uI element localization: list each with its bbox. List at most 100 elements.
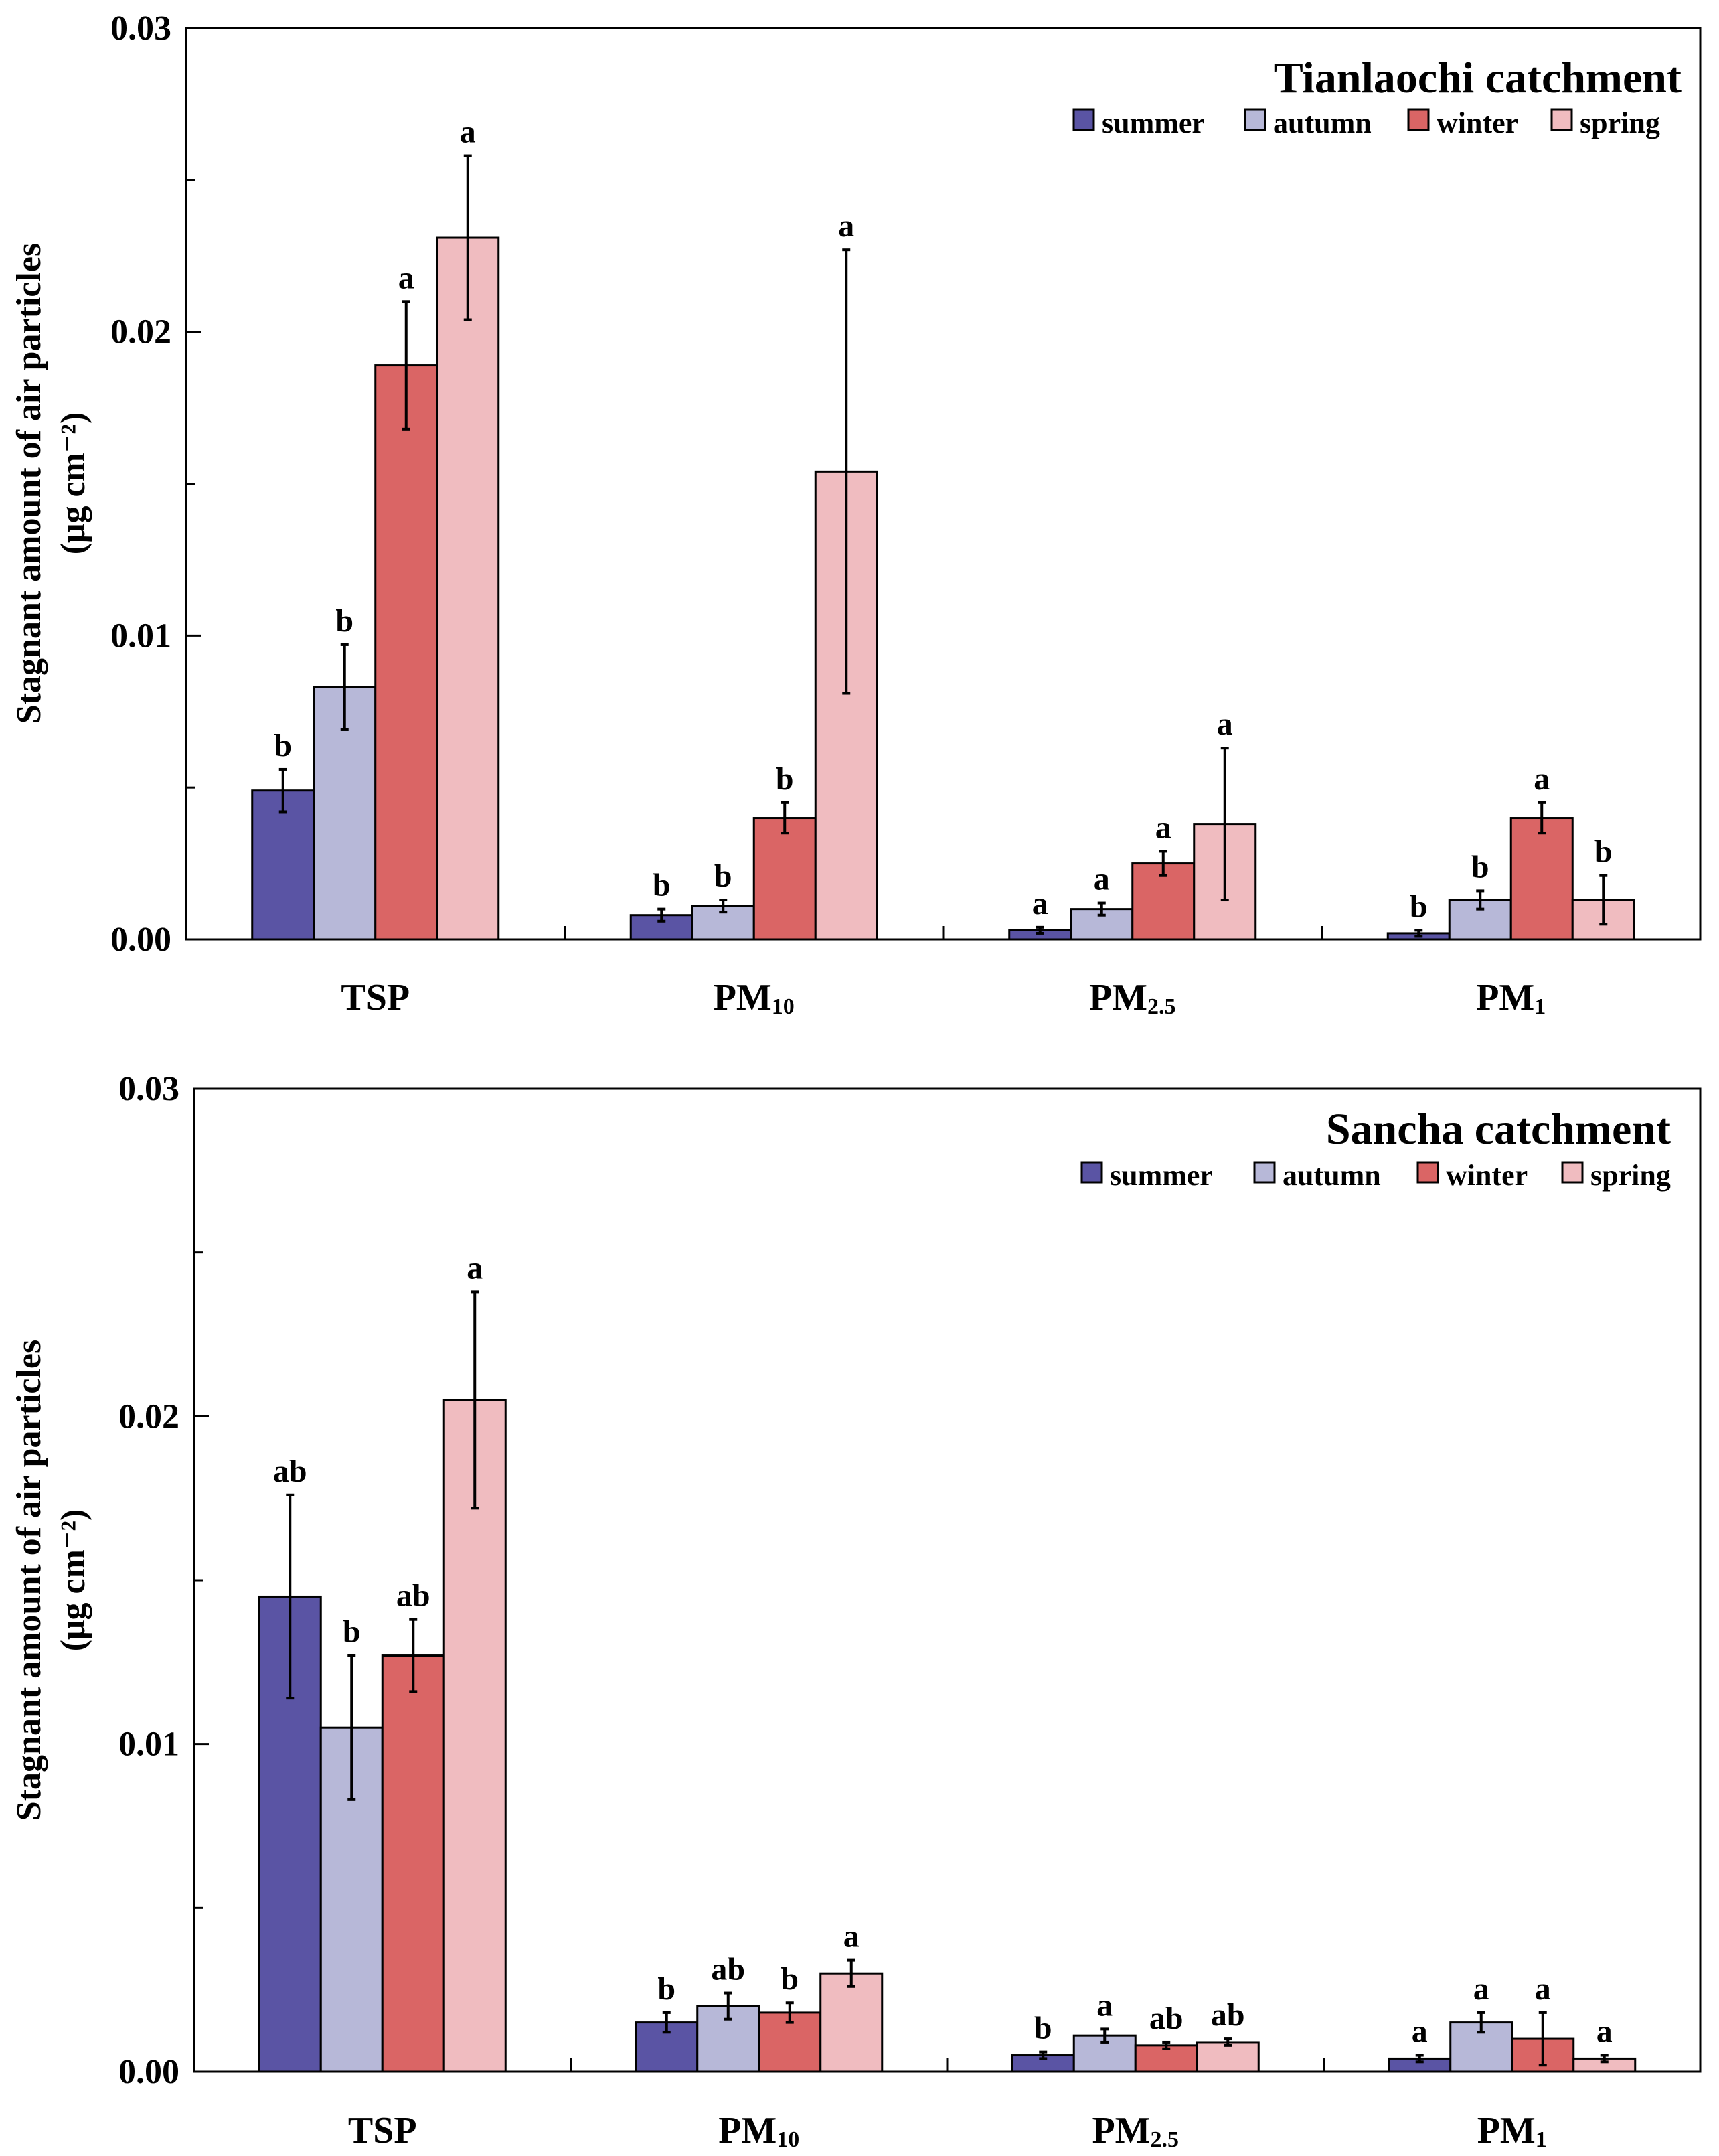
x-category-main: PM xyxy=(1476,977,1534,1018)
significance-letter: ab xyxy=(711,1952,745,1987)
x-category-main: TSP xyxy=(341,977,410,1018)
y-tick-label: 0.03 xyxy=(118,1070,179,1108)
legend-label-winter: winter xyxy=(1437,106,1518,139)
legend-swatch-winter xyxy=(1416,1161,1439,1184)
y-tick-label: 0.02 xyxy=(110,313,171,352)
significance-letter: ab xyxy=(1211,1997,1245,2033)
legend-label-summer: summer xyxy=(1102,106,1205,139)
significance-letter: a xyxy=(398,260,414,295)
bar-spring xyxy=(436,236,500,941)
x-category-label: PM2.5 xyxy=(1089,977,1176,1019)
significance-letter: a xyxy=(1535,1971,1551,2007)
significance-letter: b xyxy=(274,728,292,763)
bar-summer xyxy=(635,2021,699,2073)
significance-letter: a xyxy=(838,208,854,244)
panel-tianlaochi: 0.00 0.01 0.02 0.03 Stagnant amount of air p… xyxy=(10,9,1702,1019)
significance-letter: ab xyxy=(396,1578,430,1614)
y-axis-label-line1: Stagnant amount of air particles xyxy=(10,1340,48,1821)
significance-letter: a xyxy=(1155,810,1171,845)
y-tick-label: 0.03 xyxy=(110,9,171,48)
significance-letter: b xyxy=(343,1614,361,1650)
x-category-label: PM1 xyxy=(1477,2110,1547,2152)
legend-swatch-spring xyxy=(1550,108,1573,131)
significance-letter: b xyxy=(1594,834,1613,870)
y-axis-label-line1: Stagnant amount of air particles xyxy=(10,243,48,724)
x-category-subscript: 1 xyxy=(1536,2127,1547,2152)
x-category-subscript: 10 xyxy=(772,994,795,1019)
y-axis-label-line2: (μg cm⁻²) xyxy=(54,1509,92,1652)
bar-winter xyxy=(752,817,817,941)
x-category-main: PM xyxy=(714,977,772,1018)
legend-swatch-summer xyxy=(1080,1161,1103,1184)
y-tick-label: 0.02 xyxy=(118,1397,179,1436)
significance-letter: a xyxy=(843,1919,860,1954)
significance-letter: b xyxy=(1034,2011,1052,2046)
x-category-main: PM xyxy=(1092,2110,1150,2151)
x-category-subscript: 10 xyxy=(776,2127,799,2152)
significance-letter: b xyxy=(776,761,794,797)
x-category-subscript: 2.5 xyxy=(1147,994,1176,1019)
x-category-main: PM xyxy=(718,2110,776,2151)
significance-letter: b xyxy=(714,858,732,894)
bar-winter xyxy=(1509,817,1574,941)
x-category-label: PM10 xyxy=(714,977,795,1019)
significance-letter: a xyxy=(460,114,476,150)
x-category-label: PM10 xyxy=(718,2110,799,2152)
bar-summer xyxy=(251,789,315,941)
significance-letter: a xyxy=(1597,2014,1613,2050)
significance-letter: b xyxy=(1410,889,1428,924)
significance-letter: a xyxy=(1096,1987,1113,2023)
panel-title: Sancha catchment xyxy=(1326,1105,1671,1154)
legend-label-spring: spring xyxy=(1590,1159,1671,1192)
significance-letter: ab xyxy=(1149,2001,1183,2036)
bar-winter xyxy=(1131,862,1196,941)
x-category-label: PM2.5 xyxy=(1092,2110,1179,2152)
significance-letter: a xyxy=(1412,2014,1428,2050)
y-tick-label: 0.01 xyxy=(110,617,171,655)
x-category-subscript: 1 xyxy=(1534,994,1546,1019)
legend-swatch-autumn xyxy=(1253,1161,1276,1184)
significance-letter: b xyxy=(781,1961,799,1997)
significance-letter: b xyxy=(653,868,671,903)
significance-letter: b xyxy=(1471,849,1489,884)
legend-swatch-spring xyxy=(1561,1161,1584,1184)
y-axis-label: Stagnant amount of air particles (μg cm⁻²… xyxy=(10,243,92,724)
bar-winter xyxy=(381,1654,445,2073)
legend-label-winter: winter xyxy=(1446,1159,1528,1192)
legend-label-autumn: autumn xyxy=(1283,1159,1381,1192)
significance-letter: a xyxy=(467,1250,483,1286)
y-axis-label: Stagnant amount of air particles (μg cm⁻²… xyxy=(10,1340,92,1821)
significance-letter: a xyxy=(1534,761,1550,797)
significance-letter: b xyxy=(335,603,353,639)
x-category-main: PM xyxy=(1089,977,1147,1018)
panel-sancha: 0.00 0.01 0.02 0.03 Stagnant amount of air p… xyxy=(10,1070,1702,2152)
x-category-label: TSP xyxy=(341,977,410,1018)
significance-letter: b xyxy=(657,1971,675,2007)
legend-swatch-summer xyxy=(1072,108,1095,131)
significance-letter: a xyxy=(1217,706,1233,742)
bar-spring xyxy=(442,1399,507,2073)
legend-label-autumn: autumn xyxy=(1273,106,1372,139)
significance-letter: a xyxy=(1032,886,1048,921)
y-axis-label-line2: (μg cm⁻²) xyxy=(54,412,92,555)
x-category-subscript: 2.5 xyxy=(1151,2127,1179,2152)
bar-spring xyxy=(819,1972,884,2073)
legend-swatch-winter xyxy=(1407,108,1430,131)
panel-title: Tianlaochi catchment xyxy=(1274,54,1682,102)
y-tick-label: 0.00 xyxy=(110,921,171,959)
x-category-main: TSP xyxy=(348,2110,417,2151)
bar-winter xyxy=(374,364,438,941)
legend-label-summer: summer xyxy=(1110,1159,1213,1192)
legend-swatch-autumn xyxy=(1244,108,1266,131)
significance-letter: ab xyxy=(273,1454,307,1489)
legend-label-spring: spring xyxy=(1580,106,1660,139)
significance-letter: a xyxy=(1094,862,1110,897)
y-tick-label: 0.01 xyxy=(118,1725,179,1764)
x-category-main: PM xyxy=(1477,2110,1536,2151)
y-tick-label: 0.00 xyxy=(118,2053,179,2091)
x-category-label: TSP xyxy=(348,2110,417,2151)
x-category-label: PM1 xyxy=(1476,977,1546,1019)
significance-letter: a xyxy=(1473,1971,1489,2007)
bar-spring xyxy=(1196,2041,1260,2073)
